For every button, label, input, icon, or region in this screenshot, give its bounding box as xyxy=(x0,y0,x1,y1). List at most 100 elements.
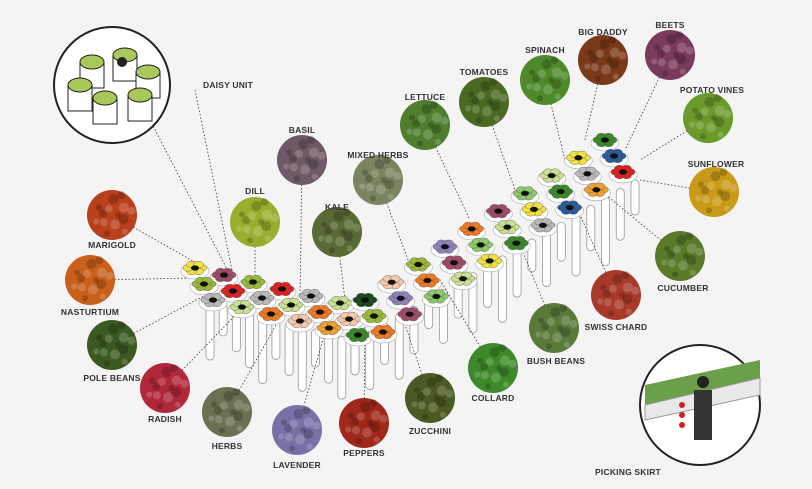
plant-swiss-chard-photo xyxy=(591,270,641,320)
planter-leg xyxy=(337,335,347,400)
leaf-texture xyxy=(82,269,91,278)
plant-pole-beans xyxy=(87,320,137,370)
leaf-texture xyxy=(714,117,725,128)
flower-center xyxy=(592,187,601,193)
leaf-texture xyxy=(700,133,707,140)
leaf-texture xyxy=(311,173,318,180)
tomato xyxy=(679,412,685,418)
leaf-texture xyxy=(695,195,702,202)
leaf-texture xyxy=(174,401,181,408)
leaf-texture xyxy=(435,374,444,383)
leaf-texture xyxy=(666,34,677,45)
daisy-unit-inset xyxy=(53,26,171,144)
leaf-texture xyxy=(393,171,402,180)
plant-herbs-label: HERBS xyxy=(211,441,243,451)
leaf-texture xyxy=(230,409,236,415)
leaf-texture xyxy=(569,319,578,328)
leaf-texture xyxy=(439,411,446,418)
leaf-texture xyxy=(719,168,728,177)
leaf-texture xyxy=(664,245,671,252)
flower-center xyxy=(530,206,538,212)
plant-peppers-photo xyxy=(339,398,389,448)
leaf-texture xyxy=(286,149,293,156)
plant-collard-label: COLLARD xyxy=(471,393,515,403)
leaf-texture xyxy=(631,286,640,295)
leaf-texture xyxy=(672,271,679,278)
leaf-texture xyxy=(264,235,271,242)
plant-marigold-photo xyxy=(87,190,137,240)
plant-cucumber-label: CUCUMBER xyxy=(657,283,709,293)
leaf-texture xyxy=(96,279,107,290)
plant-dill-photo xyxy=(230,197,280,247)
leaf-texture xyxy=(706,207,713,214)
leaf-texture xyxy=(289,419,298,428)
leaf-texture xyxy=(612,73,619,80)
leaf-texture xyxy=(367,420,373,426)
leaf-texture xyxy=(430,101,439,110)
leaf-texture xyxy=(490,89,501,100)
flower-center xyxy=(432,293,441,300)
leaf-texture xyxy=(370,169,379,178)
leaf-texture xyxy=(294,149,303,158)
leaf-texture xyxy=(434,138,441,145)
leaf-texture xyxy=(541,331,550,340)
leaf-texture xyxy=(717,189,723,195)
planter-flowers xyxy=(180,133,638,347)
leaf-texture xyxy=(537,69,546,78)
leaf-texture xyxy=(162,392,173,403)
planter-top xyxy=(67,77,93,93)
plant-radish-photo xyxy=(140,363,190,413)
daisy-flower xyxy=(519,202,549,221)
leaf-texture xyxy=(550,307,561,318)
leaf-texture xyxy=(499,367,510,378)
leaf-texture xyxy=(595,75,602,82)
leaf-texture xyxy=(677,260,688,271)
leaf-texture xyxy=(104,204,113,213)
leaf-texture xyxy=(242,403,251,412)
plant-lettuce-photo xyxy=(400,100,450,150)
leaf-texture xyxy=(667,250,676,259)
leaf-texture xyxy=(303,429,314,440)
leaf-texture xyxy=(284,433,293,442)
leaf-texture xyxy=(318,235,325,242)
leaf-texture xyxy=(667,259,676,268)
leaf-texture xyxy=(109,219,120,230)
leaf-texture xyxy=(329,247,336,254)
plant-marigold-label: MARIGOLD xyxy=(88,240,136,250)
plant-lettuce xyxy=(400,100,450,150)
flower-center xyxy=(229,288,237,294)
leaf-texture xyxy=(560,327,571,338)
plant-pole-beans-photo xyxy=(87,320,137,370)
flower-center xyxy=(396,295,405,301)
daisy-flower xyxy=(343,328,373,347)
leaf-texture xyxy=(590,54,599,63)
leaf-texture xyxy=(359,183,366,190)
leaf-texture xyxy=(489,78,498,87)
leaf-texture xyxy=(99,339,108,348)
leaf-texture xyxy=(365,174,374,183)
leaf-texture xyxy=(480,371,489,380)
leaf-texture xyxy=(700,107,709,116)
plant-herbs-photo xyxy=(202,387,252,437)
leaf-texture xyxy=(686,255,697,266)
flower-center xyxy=(539,222,547,228)
leaf-texture xyxy=(489,347,500,358)
leaf-texture xyxy=(661,259,668,266)
leaf-texture xyxy=(710,171,721,182)
leaf-texture xyxy=(93,218,100,225)
leaf-texture xyxy=(704,97,715,108)
planter-top xyxy=(127,87,153,103)
leaf-texture xyxy=(471,105,480,114)
flower-center xyxy=(354,332,362,338)
daisy-flower xyxy=(466,237,495,257)
flower-center xyxy=(610,153,618,159)
leaf-texture xyxy=(667,59,678,70)
leaf-texture xyxy=(345,426,352,433)
planter-leg xyxy=(245,310,254,369)
leaf-texture xyxy=(236,425,243,432)
tomato xyxy=(679,422,685,428)
leaf-texture xyxy=(108,194,119,205)
leaf-texture xyxy=(168,385,174,391)
flower-center xyxy=(336,300,344,306)
leaf-texture xyxy=(71,283,78,290)
